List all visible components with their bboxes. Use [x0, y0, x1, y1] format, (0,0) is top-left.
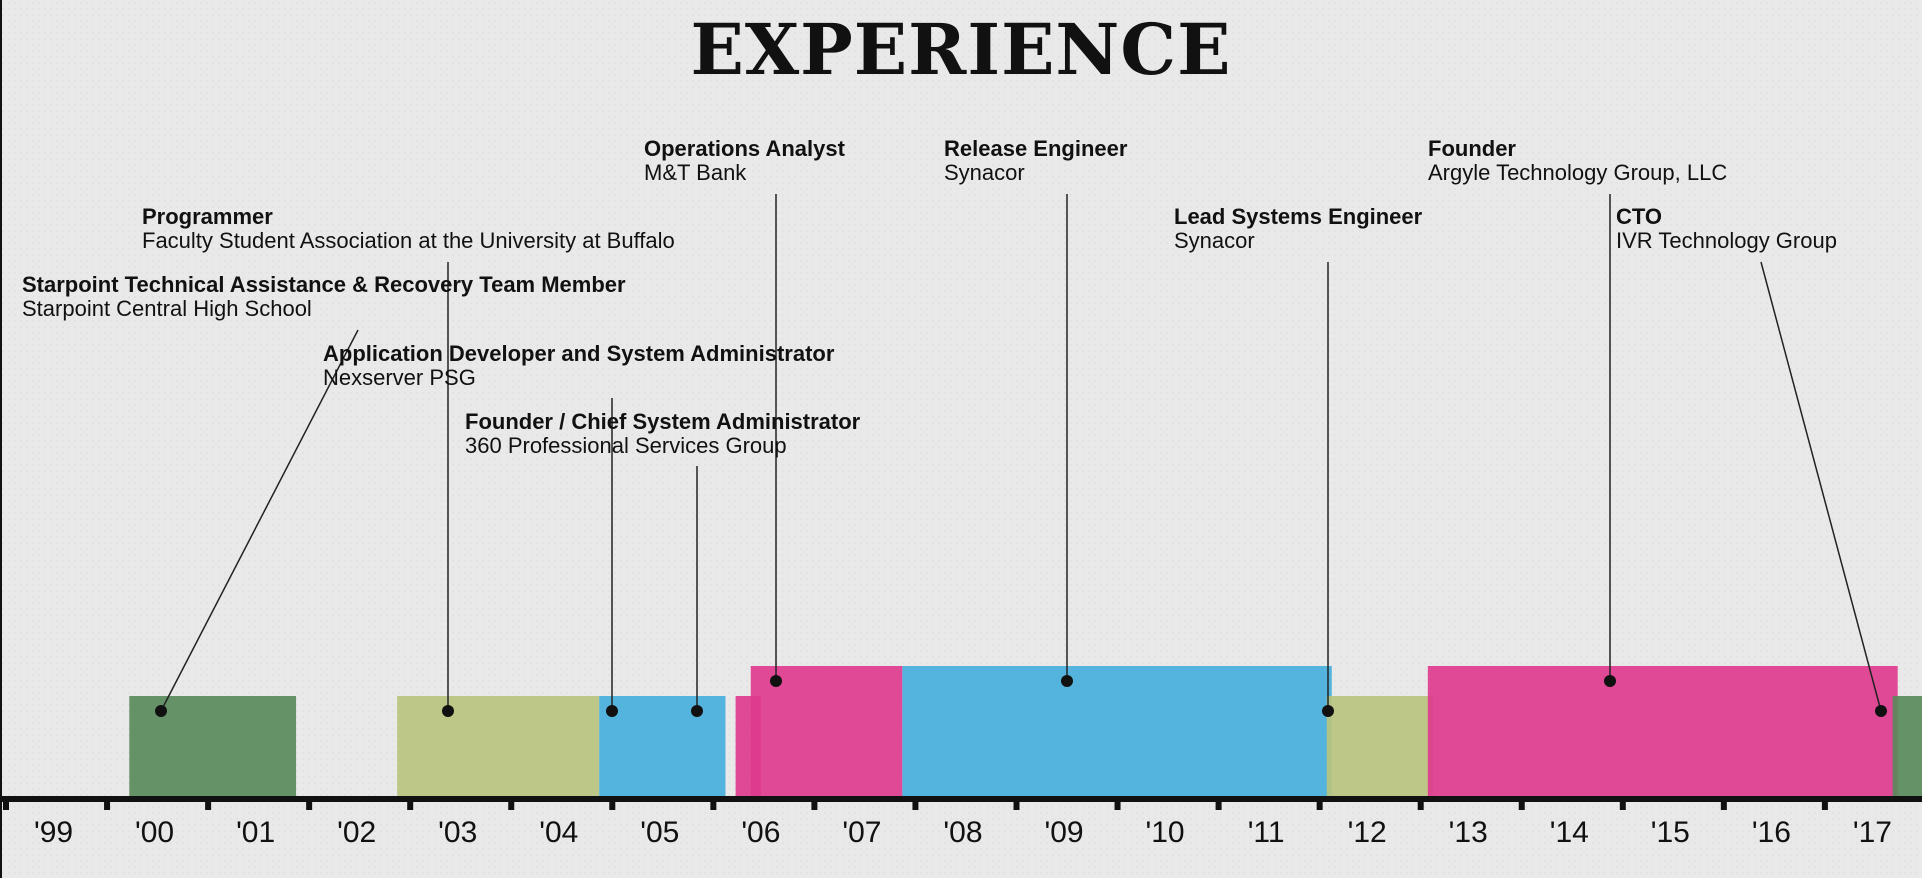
axis-tick	[104, 801, 111, 810]
axis-tick	[3, 801, 9, 810]
axis-tick-label: '05	[640, 816, 679, 849]
axis-tick	[609, 801, 616, 810]
axis-tick-label: '10	[1146, 816, 1185, 849]
axis-tick-label: '01	[236, 816, 275, 849]
axis-tick-label: '02	[337, 816, 376, 849]
job-title-4: Founder / Chief System Administrator	[465, 409, 861, 434]
marker-dot-2	[442, 705, 454, 717]
axis-tick-label: '99	[34, 816, 73, 849]
left-edge-line	[0, 0, 2, 878]
job-title-2: Programmer	[142, 204, 273, 229]
axis-tick	[407, 801, 414, 810]
axis-tick	[1518, 801, 1525, 810]
timeline-bar-9	[1892, 696, 1922, 797]
marker-dot-3	[606, 705, 618, 717]
axis-tick-label: '07	[842, 816, 881, 849]
marker-dot-5	[770, 675, 782, 687]
axis-tick-label: '16	[1752, 816, 1791, 849]
timeline-bar-1	[129, 696, 297, 797]
marker-dot-8	[1604, 675, 1616, 687]
job-title-3: Application Developer and System Adminis…	[323, 341, 835, 366]
job-title-8: Founder	[1428, 136, 1516, 161]
leader-line-1	[160, 329, 359, 712]
axis-tick-label: '04	[539, 816, 578, 849]
job-org-5: M&T Bank	[644, 160, 747, 185]
axis-tick	[1821, 801, 1828, 810]
axis-tick	[508, 801, 515, 810]
axis-tick-label: '13	[1449, 816, 1488, 849]
axis-tick-label: '06	[741, 816, 780, 849]
timeline-bar-8	[1427, 666, 1898, 797]
job-title-5: Operations Analyst	[644, 136, 846, 161]
job-org-8: Argyle Technology Group, LLC	[1428, 160, 1727, 185]
leader-lines	[155, 194, 1887, 717]
axis-tick-label: '12	[1348, 816, 1387, 849]
axis-tick	[811, 801, 818, 810]
axis-tick	[912, 801, 919, 810]
axis-tick	[1619, 801, 1626, 810]
job-org-1: Starpoint Central High School	[22, 296, 312, 321]
marker-dot-7	[1322, 705, 1334, 717]
axis-tick	[710, 801, 717, 810]
job-org-4: 360 Professional Services Group	[465, 433, 787, 458]
timeline-bar-6	[902, 666, 1332, 797]
axis-tick	[1720, 801, 1727, 810]
axis-tick-label: '17	[1853, 816, 1892, 849]
marker-dot-4	[691, 705, 703, 717]
job-org-9: IVR Technology Group	[1616, 228, 1837, 253]
job-title-9: CTO	[1616, 204, 1662, 229]
axis-tick-label: '11	[1248, 816, 1285, 849]
marker-dot-1	[155, 705, 167, 717]
job-org-6: Synacor	[944, 160, 1025, 185]
axis-tick	[1114, 801, 1121, 810]
timeline-bar-7	[1326, 696, 1433, 797]
job-org-2: Faculty Student Association at the Unive…	[142, 228, 675, 253]
job-org-3: Nexserver PSG	[323, 365, 476, 390]
timeline-bar-2	[397, 696, 600, 797]
axis-tick	[1417, 801, 1424, 810]
axis-tick	[1316, 801, 1323, 810]
timeline-axis: '99 '00 '01 '02 '03 '04 '05 '06 '07 '08 '09 '10 '11 '…	[0, 796, 1922, 849]
axis-tick	[1013, 801, 1020, 810]
timeline-bar-5	[750, 666, 903, 797]
axis-tick	[306, 801, 313, 810]
axis-line	[0, 796, 1922, 802]
axis-tick	[205, 801, 212, 810]
job-org-7: Synacor	[1174, 228, 1255, 253]
marker-dot-9	[1875, 705, 1887, 717]
job-labels: Starpoint Technical Assistance & Recover…	[22, 136, 1837, 458]
axis-tick-label: '00	[135, 816, 174, 849]
axis-tick	[1215, 801, 1222, 810]
leader-line-9	[1760, 261, 1882, 712]
axis-tick-label: '14	[1550, 816, 1589, 849]
timeline-bars	[129, 666, 1922, 797]
axis-tick-label: '03	[438, 816, 477, 849]
timeline-bar-3	[599, 696, 726, 797]
page-title: EXPERIENCE	[690, 8, 1232, 91]
axis-tick-label: '09	[1044, 816, 1083, 849]
marker-dot-6	[1061, 675, 1073, 687]
axis-tick-label: '08	[943, 816, 982, 849]
job-title-6: Release Engineer	[944, 136, 1128, 161]
job-title-1: Starpoint Technical Assistance & Recover…	[22, 272, 626, 297]
job-title-7: Lead Systems Engineer	[1174, 204, 1423, 229]
axis-tick-label: '15	[1651, 816, 1690, 849]
